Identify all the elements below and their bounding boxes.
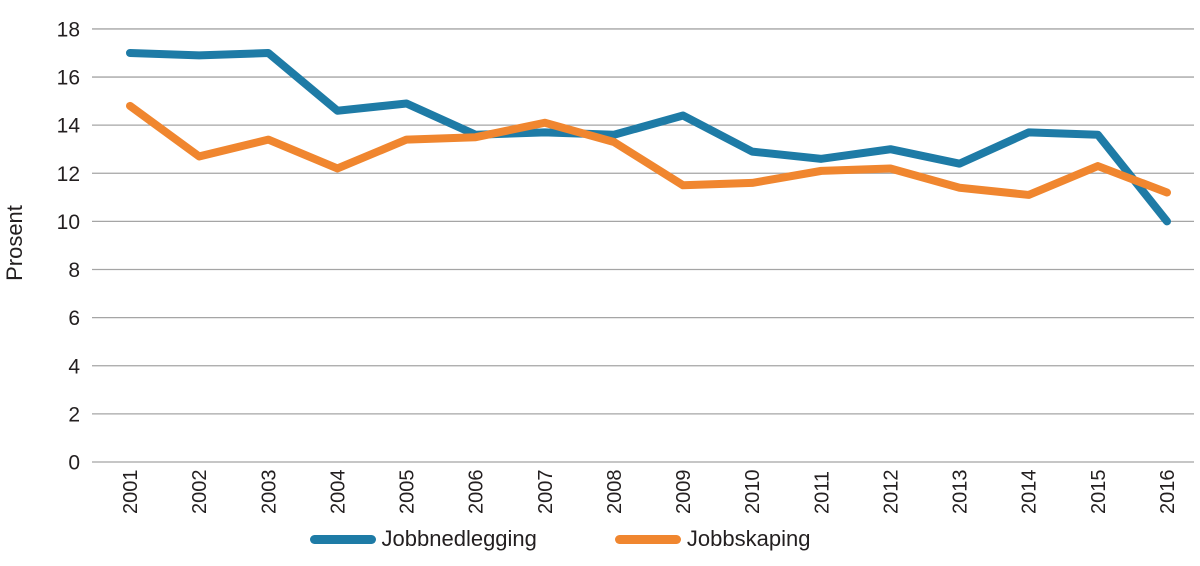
x-tick-label: 2004 [327,470,349,515]
y-tick-label: 0 [68,452,80,475]
x-tick-label: 2002 [189,470,211,515]
x-tick-label: 2012 [880,470,902,515]
legend-item-jobbnedlegging: Jobbnedlegging [309,526,537,552]
y-axis-title: Prosent [2,205,27,281]
legend-swatch-jobbnedlegging-icon [309,534,376,544]
y-tick-label: 4 [68,355,80,378]
x-tick-label: 2013 [950,470,972,515]
x-tick-label: 2015 [1088,470,1110,515]
legend-item-jobbskaping: Jobbskaping [614,526,811,552]
legend-label-jobbnedlegging: Jobbnedlegging [381,526,537,551]
x-tick-label: 2010 [742,470,764,515]
y-tick-label: 6 [68,307,80,330]
x-tick-label: 2001 [120,470,142,515]
legend: Jobbnedlegging Jobbskaping [0,526,1160,552]
y-tick-label: 18 [57,18,80,41]
series-line-jobbskaping [126,101,1171,199]
y-tick-label: 10 [57,211,80,234]
x-tick-label: 2009 [673,470,695,515]
legend-swatch-jobbskaping-icon [614,534,681,544]
y-tick-label: 12 [57,163,80,186]
x-tick-label: 2011 [811,471,833,514]
x-tick-label: 2005 [397,470,419,515]
series-line-jobbnedlegging [126,48,1171,226]
x-tick-label: 2016 [1157,470,1179,515]
y-tick-label: 8 [68,259,80,282]
y-tick-label: 14 [57,115,81,138]
y-tick-label: 2 [68,403,80,426]
x-tick-label: 2006 [466,470,488,514]
x-tick-label: 2014 [1019,470,1041,515]
x-tick-label: 2003 [258,470,280,515]
y-tick-label: 16 [57,67,80,90]
x-tick-label: 2008 [604,470,626,515]
legend-label-jobbskaping: Jobbskaping [686,526,811,551]
x-tick-label: 2007 [535,470,557,515]
